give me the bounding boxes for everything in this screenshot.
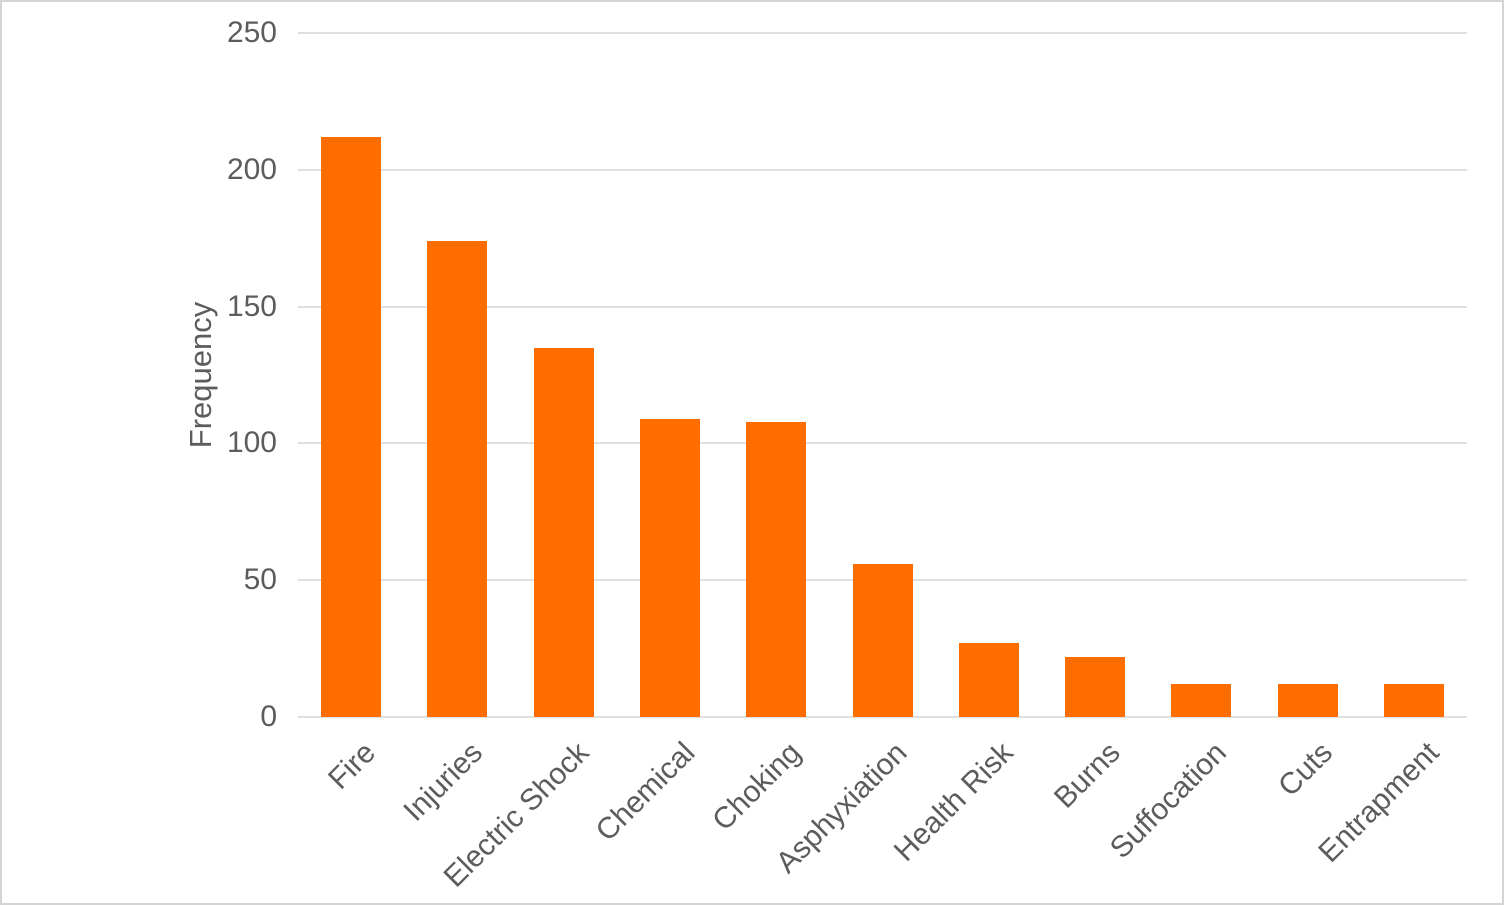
y-tick-label: 250 bbox=[226, 16, 277, 49]
bars-layer bbox=[298, 33, 1467, 717]
bar-entrapment bbox=[1383, 684, 1444, 717]
bar-choking bbox=[746, 421, 807, 717]
x-category-label: Injuries bbox=[397, 736, 489, 828]
y-tick-label: 100 bbox=[226, 426, 277, 460]
gridline-100 bbox=[298, 442, 1467, 445]
x-category-label: Cuts bbox=[1271, 736, 1339, 803]
bar-asphyxiation bbox=[852, 563, 913, 717]
bar-health-risk bbox=[958, 643, 1019, 717]
gridline-250 bbox=[298, 32, 1467, 34]
plot-area bbox=[298, 32, 1467, 718]
x-category-label: Burns bbox=[1047, 736, 1127, 815]
x-category-label: Choking bbox=[706, 736, 808, 838]
bar-fire bbox=[321, 136, 382, 717]
bar-injuries bbox=[427, 240, 488, 717]
bar-burns bbox=[1065, 656, 1126, 717]
bar-suffocation bbox=[1171, 684, 1232, 717]
gridline-200 bbox=[298, 168, 1467, 171]
bar-chemical bbox=[639, 418, 700, 717]
bar-electric-shock bbox=[533, 347, 594, 717]
y-tick-label: 50 bbox=[243, 563, 277, 597]
y-tick-label: 150 bbox=[226, 289, 277, 323]
y-tick-label: 200 bbox=[226, 152, 277, 186]
gridline-150 bbox=[298, 305, 1467, 308]
x-category-label: Fire bbox=[322, 736, 383, 796]
gridline-0 bbox=[298, 716, 1467, 718]
bar-cuts bbox=[1277, 684, 1338, 717]
y-tick-label: 0 bbox=[260, 700, 277, 733]
x-category-label: Chemical bbox=[589, 736, 702, 848]
